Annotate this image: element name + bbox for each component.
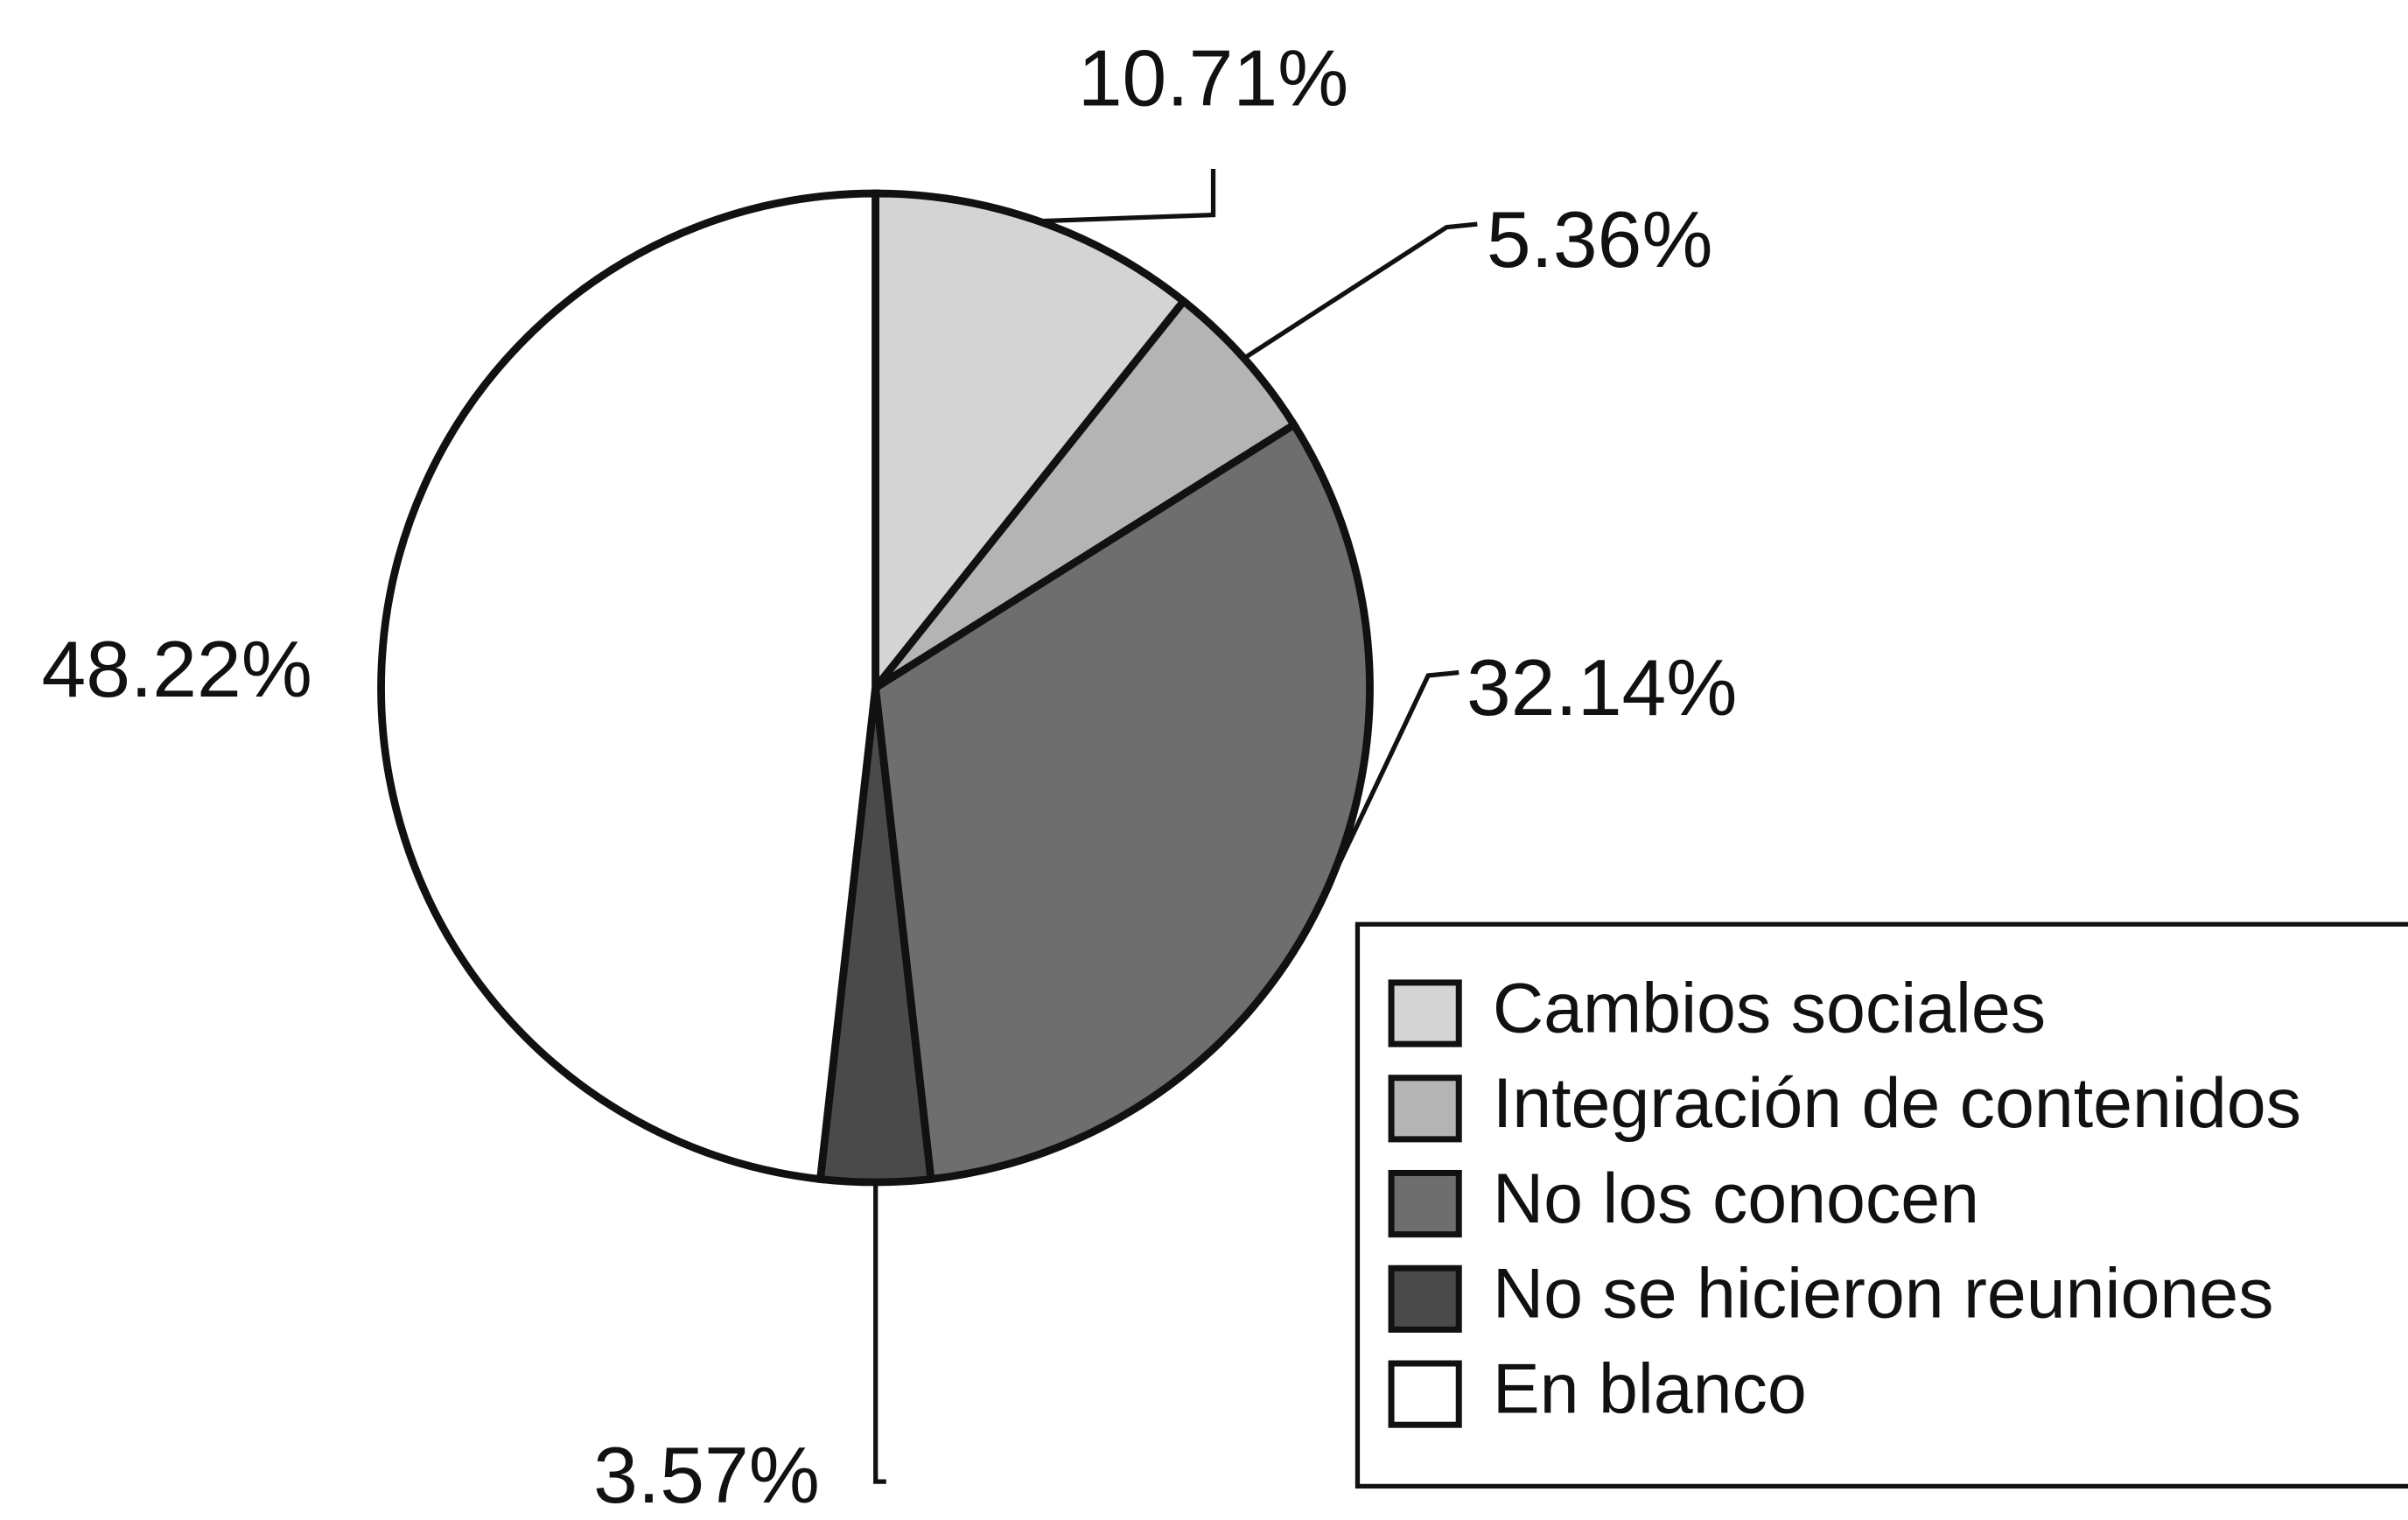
legend-label: No se hicieron reuniones bbox=[1493, 1255, 2274, 1334]
data-label: 32.14% bbox=[1466, 643, 1737, 732]
legend-swatch bbox=[1388, 1075, 1462, 1143]
leader-line bbox=[1038, 169, 1216, 224]
legend-label: No los conocen bbox=[1493, 1159, 1979, 1238]
legend-swatch bbox=[1388, 1169, 1462, 1238]
legend-swatch bbox=[1388, 979, 1462, 1047]
leader-line bbox=[1242, 221, 1478, 361]
leader-line bbox=[873, 1182, 886, 1484]
data-label: 10.71% bbox=[1078, 34, 1348, 123]
data-label: 5.36% bbox=[1487, 195, 1713, 284]
pie-slice bbox=[377, 189, 879, 1184]
legend-box bbox=[1354, 921, 2408, 1489]
data-label: 3.57% bbox=[593, 1431, 820, 1520]
legend-label: Integración de contenidos bbox=[1493, 1064, 2301, 1143]
legend-label: En blanco bbox=[1493, 1349, 1807, 1428]
data-label: 48.22% bbox=[42, 625, 312, 714]
legend-swatch bbox=[1388, 1264, 1462, 1333]
legend-label: Cambios sociales bbox=[1493, 969, 2046, 1047]
leader-line bbox=[1319, 669, 1460, 904]
legend-swatch bbox=[1388, 1360, 1462, 1428]
